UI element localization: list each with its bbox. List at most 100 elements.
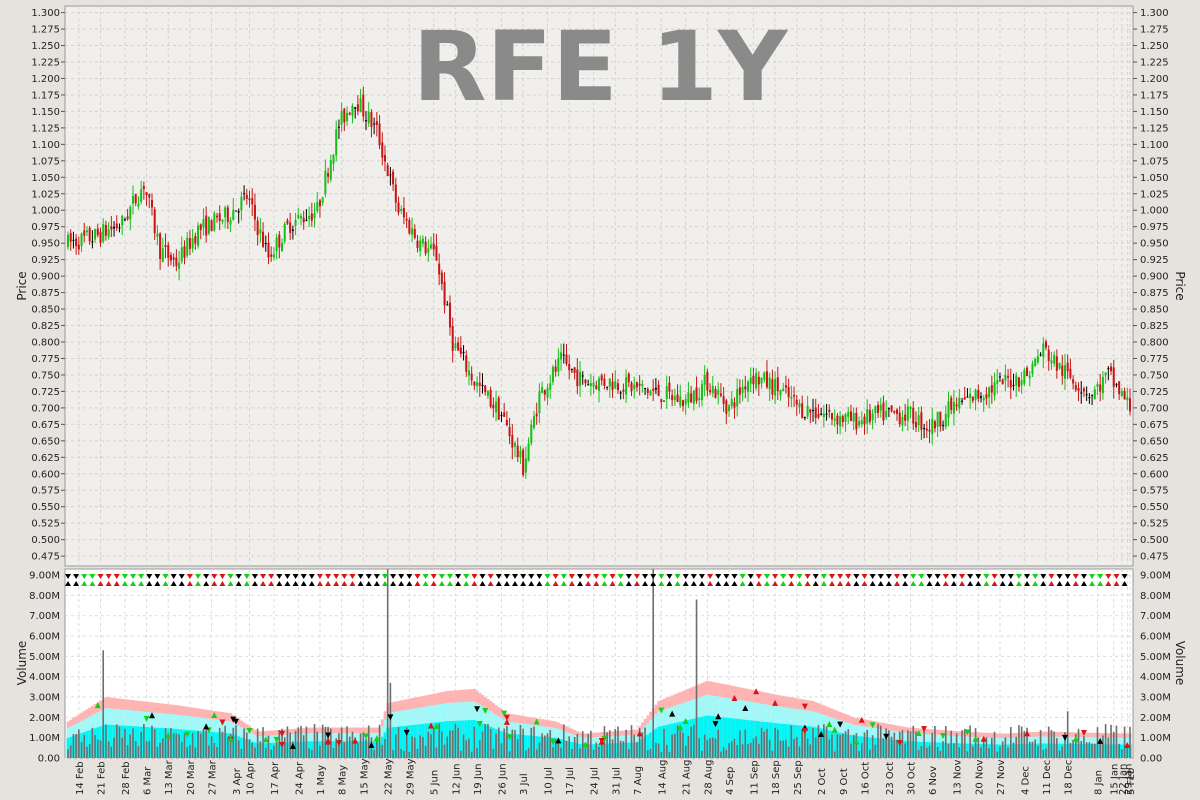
signal-marker [568, 581, 575, 586]
volume-bar [132, 728, 134, 758]
volume-bar [847, 729, 850, 758]
volume-bar [186, 747, 189, 758]
signal-marker [243, 581, 250, 586]
candle-body [768, 377, 771, 390]
signal-marker [642, 574, 649, 579]
candle-body [346, 112, 349, 122]
signal-marker [1097, 581, 1104, 586]
volume-band-inner [657, 726, 661, 758]
candle-body [1066, 362, 1069, 372]
candle-body [765, 371, 768, 388]
candle-body [77, 244, 80, 250]
candle-body [649, 390, 652, 396]
candle-body [535, 413, 538, 417]
volume-bar [365, 739, 367, 758]
volume-bar [460, 750, 462, 758]
signal-marker [1056, 581, 1063, 586]
volume-bar [1096, 727, 1099, 758]
candle-body [877, 405, 880, 413]
volume-bar [977, 737, 980, 758]
signal-marker [219, 574, 226, 579]
signal-marker [308, 574, 315, 579]
candle-body [736, 389, 739, 407]
volume-bar [698, 738, 701, 758]
candle-body [91, 241, 94, 243]
candle-body [178, 262, 181, 269]
volume-bar [378, 724, 381, 758]
price-tick-label: 1.100 [1140, 140, 1169, 151]
volume-bar [622, 741, 625, 758]
candle-body [597, 378, 601, 391]
signal-marker [308, 581, 315, 586]
signal-marker [772, 581, 779, 586]
volume-bar [679, 730, 682, 758]
candle-body [215, 215, 219, 218]
volume-bar [739, 730, 741, 758]
candle-body [893, 410, 896, 413]
volume-axis-label-left: Volume [15, 641, 29, 686]
volume-bar [768, 739, 771, 758]
x-tick-label: 29 May [405, 758, 416, 795]
volume-marker [858, 716, 865, 723]
candle-body [998, 376, 1001, 378]
signal-marker [414, 574, 421, 579]
volume-marker [501, 710, 508, 717]
signal-marker [593, 581, 600, 586]
volume-bar [1099, 741, 1101, 758]
candle-body [738, 387, 741, 395]
volume-band-inner [771, 722, 775, 758]
candle-body [728, 405, 731, 411]
candle-body [833, 418, 836, 421]
candle-body [635, 381, 638, 388]
price-tick-label: 1.125 [31, 123, 60, 134]
volume-bar [1112, 731, 1115, 758]
x-tick-label: 17 Jul [565, 767, 576, 795]
signal-marker [690, 581, 697, 586]
volume-bar [646, 750, 649, 758]
volume-bar [386, 569, 389, 758]
volume-tick-label: 5.00M [1140, 652, 1171, 663]
candle-body [454, 343, 457, 349]
signal-marker [528, 574, 535, 579]
volume-marker [428, 722, 435, 729]
volume-bar [633, 734, 636, 758]
volume-bar [1077, 728, 1080, 758]
volume-bar [614, 728, 617, 758]
signal-marker [292, 581, 299, 586]
candle-body [809, 409, 812, 413]
candle-body [795, 399, 798, 405]
signal-marker [325, 581, 332, 586]
candle-body [367, 111, 370, 124]
signal-marker [1015, 574, 1022, 579]
candle-body [229, 220, 232, 225]
volume-bar [636, 742, 638, 758]
volume-bar [747, 744, 749, 758]
candle-body [492, 404, 495, 409]
candle-body [812, 409, 815, 411]
volume-bar [527, 747, 530, 758]
signal-marker [495, 581, 502, 586]
volume-bar [283, 737, 286, 758]
signal-marker [138, 581, 145, 586]
candle-body [99, 231, 102, 243]
candle-body [281, 243, 284, 252]
candle-body [847, 411, 850, 417]
signal-marker [1048, 581, 1055, 586]
volume-bar [996, 751, 999, 758]
signal-marker [536, 574, 543, 579]
signal-marker [698, 581, 705, 586]
candle-body [194, 236, 197, 244]
volume-bar [162, 738, 164, 758]
signal-marker [398, 581, 405, 586]
volume-bar [308, 748, 310, 758]
volume-bar [988, 748, 990, 758]
candle-body [554, 366, 557, 372]
volume-axis-label-right: Volume [1173, 641, 1187, 686]
x-tick-label: 20 Mar [186, 759, 197, 795]
signal-marker [455, 581, 462, 586]
volume-marker [853, 738, 860, 745]
volume-bar [711, 737, 714, 758]
signal-marker [341, 581, 348, 586]
signal-marker [381, 574, 388, 579]
